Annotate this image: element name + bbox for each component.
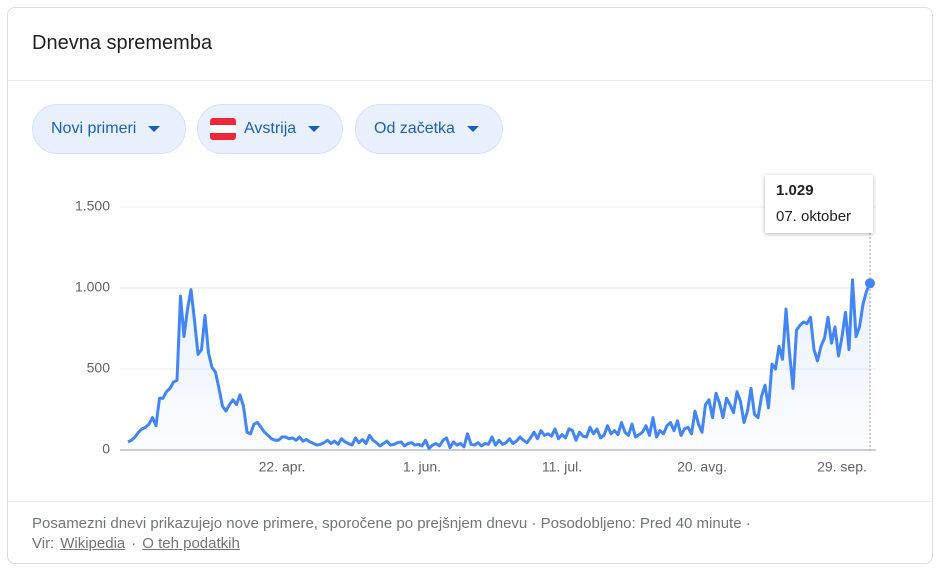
about-link[interactable]: O teh podatkih bbox=[142, 535, 240, 552]
source-label: Vir: bbox=[32, 535, 55, 552]
caret bbox=[466, 126, 479, 132]
country-dropdown[interactable]: Avstrija bbox=[197, 104, 343, 154]
x-tick-label: 1. jun. bbox=[403, 459, 441, 475]
caret bbox=[308, 126, 321, 132]
source-link[interactable]: Wikipedia bbox=[60, 535, 126, 552]
divider bbox=[8, 80, 932, 81]
divider bbox=[8, 501, 932, 502]
line bbox=[127, 278, 872, 450]
y-tick-label: 1.500 bbox=[75, 198, 110, 214]
metric-dropdown[interactable]: Novi primeri bbox=[32, 104, 186, 154]
tooltip-value: 1.029 bbox=[776, 182, 814, 199]
x-tick-label: 11. jul. bbox=[542, 459, 582, 475]
country-label: Avstrija bbox=[244, 120, 297, 137]
x-tick-label: 22. apr. bbox=[259, 459, 306, 475]
y-tick-label: 1.000 bbox=[75, 279, 110, 295]
austria-flag bbox=[210, 118, 236, 140]
metric-label: Novi primeri bbox=[51, 120, 137, 137]
x-tick-label: 29. sep. bbox=[817, 459, 867, 475]
chart: 0 500 1.000 1.500 22. apr. 1. jun. 11. jul. 20.… bbox=[75, 198, 876, 475]
footer-source: Vir: Wikipedia · O teh podatkih bbox=[32, 535, 246, 552]
card: Dnevna sprememba Novi primeri Avstrija O… bbox=[7, 7, 933, 564]
tooltip-date: 07. oktober bbox=[776, 208, 852, 225]
range-dropdown[interactable]: Od začetka bbox=[355, 104, 503, 154]
area bbox=[128, 279, 870, 450]
hover-point bbox=[865, 278, 875, 289]
y-tick-label: 0 bbox=[102, 441, 110, 457]
footer-note: Posamezni dnevi prikazujejo nove primere… bbox=[32, 515, 751, 532]
y-tick-label: 500 bbox=[87, 360, 111, 376]
separator: · bbox=[131, 535, 137, 552]
tooltip: 1.029 07. oktober bbox=[765, 175, 873, 233]
caret bbox=[148, 126, 161, 132]
x-tick-label: 20. avg. bbox=[677, 459, 727, 475]
card-title: Dnevna sprememba bbox=[32, 32, 213, 54]
range-label: Od začetka bbox=[374, 120, 455, 137]
